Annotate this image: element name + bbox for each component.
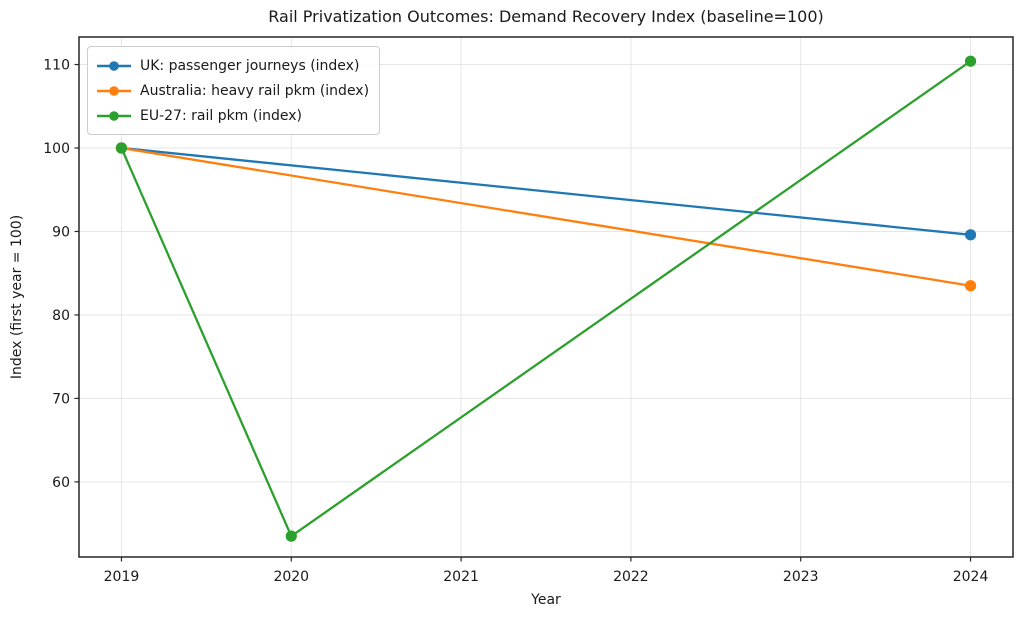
legend-label: UK: passenger journeys (index) bbox=[140, 57, 360, 74]
x-tick-label: 2019 bbox=[104, 569, 140, 585]
y-tick-label: 80 bbox=[52, 308, 70, 324]
data-point-marker bbox=[964, 55, 977, 67]
y-tick-label: 60 bbox=[52, 475, 70, 491]
legend-line-marker-icon bbox=[97, 85, 131, 96]
data-point-marker bbox=[285, 530, 297, 542]
legend-item: EU-27: rail pkm (index) bbox=[96, 103, 369, 128]
x-tick-label: 2020 bbox=[273, 569, 309, 585]
legend-item: Australia: heavy rail pkm (index) bbox=[96, 78, 369, 103]
legend-line-marker-icon bbox=[97, 110, 131, 121]
y-tick-label: 70 bbox=[52, 391, 70, 407]
y-tick-label: 90 bbox=[52, 224, 70, 240]
data-point-marker bbox=[964, 280, 977, 292]
x-tick-label: 2021 bbox=[443, 569, 479, 585]
data-point-marker bbox=[115, 142, 128, 154]
chart-title: Rail Privatization Outcomes: Demand Reco… bbox=[268, 7, 824, 26]
y-tick-label: 100 bbox=[43, 141, 70, 157]
legend-item: UK: passenger journeys (index) bbox=[96, 53, 369, 78]
x-tick-label: 2023 bbox=[783, 569, 819, 585]
axes-frame bbox=[78, 36, 1014, 558]
y-tick-label: 110 bbox=[43, 58, 70, 74]
legend-label: EU-27: rail pkm (index) bbox=[140, 107, 302, 124]
x-tick-label: 2022 bbox=[613, 569, 649, 585]
legend-line-marker-icon bbox=[97, 60, 131, 71]
x-tick-label: 2024 bbox=[953, 569, 989, 585]
series-line bbox=[120, 146, 972, 287]
data-point-marker bbox=[964, 229, 977, 241]
y-axis-label: Index (first year = 100) bbox=[9, 214, 25, 380]
series-line bbox=[120, 146, 972, 236]
x-axis-label: Year bbox=[531, 592, 561, 608]
legend-label: Australia: heavy rail pkm (index) bbox=[140, 82, 370, 99]
legend: UK: passenger journeys (index) Australia… bbox=[87, 46, 381, 135]
